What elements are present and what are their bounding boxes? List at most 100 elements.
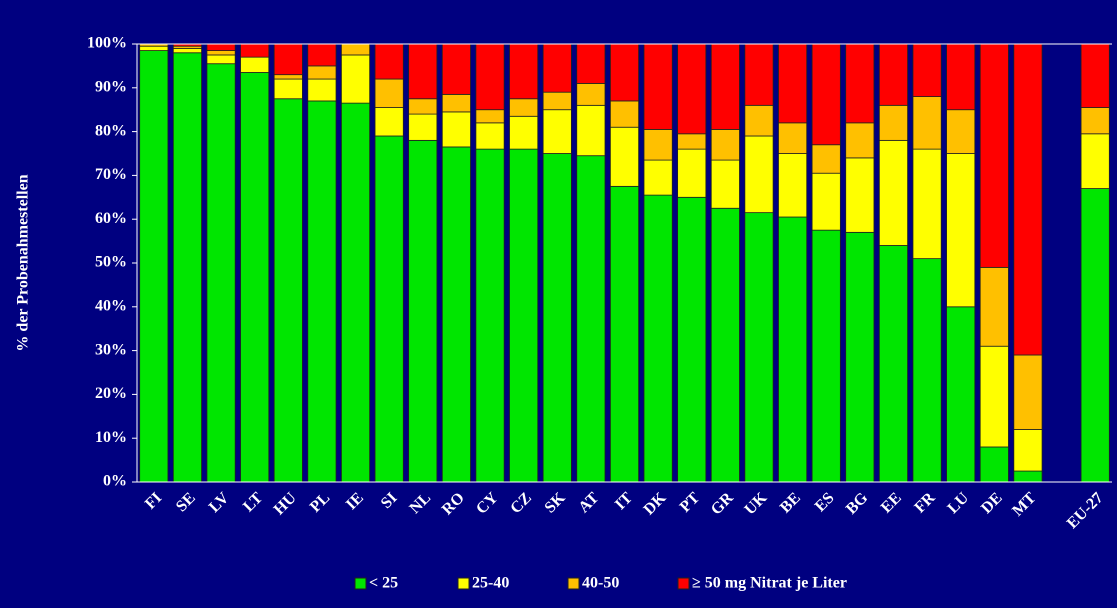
bar-segment — [206, 50, 236, 56]
bar-segment — [509, 148, 539, 483]
bar-segment — [273, 74, 303, 80]
legend-label: 25-40 — [472, 575, 509, 592]
bar-segment — [475, 148, 505, 483]
y-tick-label: 50% — [95, 254, 127, 271]
y-tick-label: 0% — [103, 473, 127, 490]
y-tick-label: 30% — [95, 341, 127, 358]
bar-segment — [172, 47, 202, 54]
bar-segment — [341, 43, 371, 56]
bar-segment — [206, 43, 236, 51]
bar-segment — [710, 159, 740, 209]
bar-segment — [240, 72, 270, 483]
bar-segment — [206, 63, 236, 483]
bar-segment — [341, 54, 371, 104]
bar-segment — [845, 122, 875, 159]
y-tick-label: 70% — [95, 166, 127, 183]
bar-segment — [1013, 429, 1043, 472]
bar-segment — [677, 133, 707, 150]
bar-segment — [912, 258, 942, 483]
bar-segment — [946, 306, 976, 483]
bar-segment — [441, 93, 471, 113]
legend-label: 40-50 — [582, 575, 619, 592]
bar-segment — [307, 78, 337, 102]
bar-segment — [912, 43, 942, 97]
bar-segment — [441, 146, 471, 483]
bar-segment — [172, 52, 202, 483]
bar-segment — [307, 43, 337, 67]
bar-segment — [710, 129, 740, 161]
bar-segment — [912, 96, 942, 150]
bar-segment — [643, 43, 673, 130]
bar-segment — [139, 45, 169, 51]
bar-segment — [576, 104, 606, 157]
bar-segment — [878, 43, 908, 106]
bar-segment — [542, 153, 572, 483]
legend-swatch — [567, 577, 580, 590]
bar-segment — [1080, 107, 1110, 135]
bar-segment — [408, 98, 438, 115]
bar-segment — [509, 43, 539, 100]
bar-segment — [542, 43, 572, 93]
y-tick-label: 60% — [95, 210, 127, 227]
bar-segment — [643, 129, 673, 161]
bar-segment — [307, 65, 337, 80]
y-axis-title: % der Probenahmestellen — [15, 174, 32, 351]
bar-segment — [374, 78, 404, 108]
y-tick-label: 100% — [87, 35, 127, 52]
bar-segment — [710, 43, 740, 130]
bar-segment — [845, 231, 875, 483]
bar-segment — [946, 153, 976, 308]
legend-label: ≥ 50 mg Nitrat je Liter — [692, 575, 847, 592]
bar-segment — [677, 148, 707, 198]
bar-segment — [273, 98, 303, 483]
bar-segment — [811, 144, 841, 174]
bar-segment — [307, 100, 337, 483]
bar-segment — [643, 194, 673, 483]
bar-segment — [811, 229, 841, 483]
bar-segment — [643, 159, 673, 196]
bar-segment — [408, 139, 438, 483]
bar-segment — [475, 109, 505, 124]
bar-segment — [609, 185, 640, 483]
bar-segment — [206, 54, 236, 65]
y-tick-label: 40% — [95, 297, 127, 314]
bar-segment — [509, 98, 539, 117]
bar-segment — [845, 157, 875, 233]
bar-segment — [1013, 354, 1043, 430]
y-tick-label: 10% — [95, 429, 127, 446]
bar-segment — [542, 109, 572, 154]
bar-segment — [778, 153, 808, 218]
bar-segment — [946, 43, 976, 111]
bar-segment — [576, 83, 606, 106]
bar-segment — [744, 212, 774, 483]
bar-segment — [273, 78, 303, 100]
bar-segment — [609, 126, 640, 187]
bar-segment — [576, 43, 606, 84]
bar-segment — [1013, 43, 1043, 356]
bar-segment — [979, 266, 1009, 347]
bar-segment — [273, 43, 303, 76]
legend-swatch — [457, 577, 470, 590]
bar-segment — [710, 207, 740, 483]
bar-segment — [374, 135, 404, 483]
bar-segment — [878, 139, 908, 246]
bar-segment — [609, 43, 640, 102]
bar-segment — [979, 446, 1009, 483]
bar-segment — [1080, 43, 1110, 108]
bar-segment — [778, 216, 808, 483]
bar-segment — [744, 104, 774, 137]
legend-label: < 25 — [369, 575, 398, 592]
bar-segment — [374, 43, 404, 80]
bar-segment — [1013, 470, 1043, 483]
bar-segment — [408, 113, 438, 141]
legend-swatch — [677, 577, 690, 590]
bar-segment — [441, 111, 471, 148]
y-tick-label: 80% — [95, 122, 127, 139]
bar-segment — [744, 43, 774, 106]
bar-segment — [341, 102, 371, 483]
bar-segment — [778, 43, 808, 124]
bar-segment — [441, 43, 471, 95]
y-tick-label: 90% — [95, 78, 127, 95]
bar-segment — [240, 56, 270, 73]
